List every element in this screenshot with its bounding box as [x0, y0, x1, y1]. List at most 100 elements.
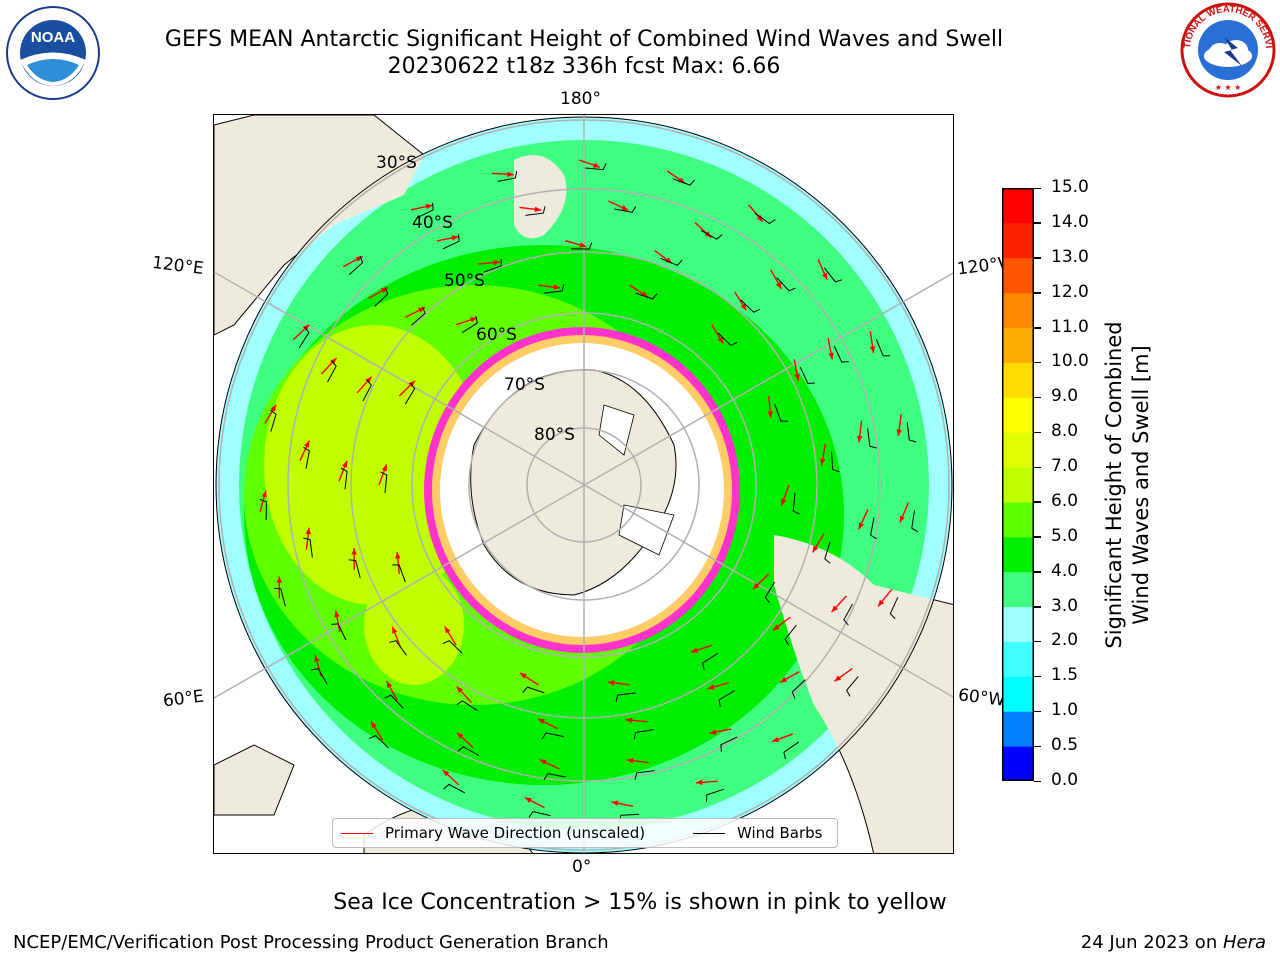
wave-arrow-head [314, 655, 320, 663]
wind-barb [298, 326, 310, 348]
wave-arrow-head [534, 206, 542, 212]
wave-arrow-head [330, 357, 337, 365]
wind-barb [843, 603, 853, 626]
colorbar-band [1002, 746, 1034, 781]
wind-barb [384, 694, 404, 709]
wave-arrow-head [625, 717, 633, 723]
title-line-2: 20230622 t18z 336h fcst Max: 6.66 [387, 54, 781, 79]
colorbar-band [1002, 536, 1034, 573]
lat-label-50s: 50°S [444, 271, 485, 291]
wind-barb [705, 788, 724, 802]
colorbar-tick-mark [1034, 606, 1041, 608]
footer-machine: Hera [1222, 932, 1266, 953]
footer-date: 24 Jun 2023 on Hera [1081, 932, 1266, 953]
wind-barb [672, 178, 695, 186]
wave-arrow-head [444, 626, 451, 634]
wind-barb [273, 587, 286, 607]
colorbar-band [1002, 711, 1034, 747]
wave-arrow-head [834, 675, 842, 682]
wind-barb [635, 292, 658, 300]
wind-barb [442, 234, 460, 250]
colorbar-band [1002, 606, 1034, 642]
colorbar-title: Significant Height of Combined Wind Wave… [1101, 321, 1155, 648]
wave-arrow-head [709, 729, 717, 735]
colorbar-tick-mark [1034, 675, 1041, 678]
lon-label-120e: 120°E [150, 252, 205, 280]
wind-barb [348, 559, 361, 579]
wave-arrow-head [270, 404, 277, 412]
wave-arrow-head [690, 647, 698, 653]
wind-barb [442, 640, 463, 654]
svg-text:★ ★ ★: ★ ★ ★ [1215, 83, 1242, 92]
colorbar-tick-mark [1034, 640, 1041, 643]
footer-branch: NCEP/EMC/Verification Post Processing Pr… [13, 932, 609, 953]
colorbar-tick-mark [1034, 327, 1041, 329]
colorbar-tick-mark [1034, 222, 1041, 224]
wave-arrow-head [553, 284, 561, 290]
wind-barb [389, 640, 407, 656]
footer-date-text: 24 Jun 2023 on [1080, 932, 1223, 953]
wind-barb [889, 597, 899, 620]
legend-wind-barbs: Wind Barbs [693, 824, 822, 842]
wind-barb [906, 422, 917, 443]
noaa-logo-text: NOAA [31, 29, 75, 46]
lon-label-60w: 60°W [956, 685, 1006, 711]
legend-primary-wave: Primary Wave Direction (unscaled) [341, 824, 645, 842]
wind-barb [700, 230, 723, 240]
wind-barb [774, 403, 788, 422]
colorbar-tick-label: 1.5 [1051, 665, 1079, 686]
wind-barb [720, 736, 738, 752]
colorbar-tick-label: 7.0 [1051, 456, 1079, 477]
wave-arrow-head [794, 373, 800, 381]
wave-arrow-head [395, 552, 401, 559]
wave-arrow-head [878, 599, 885, 607]
colorbar-tick-label: 6.0 [1051, 490, 1079, 511]
wave-arrow-head [626, 758, 634, 764]
wind-barb [776, 277, 796, 292]
wave-arrow-head [820, 458, 826, 466]
wind-barb [633, 729, 654, 740]
wave-arrow-head [304, 440, 310, 448]
wave-arrow-head [334, 610, 340, 618]
ross-ice-shelf [598, 404, 635, 456]
wind-barb [457, 746, 480, 756]
wave-arrow-head [857, 435, 863, 443]
colorbar-tick-label: 14.0 [1051, 211, 1089, 232]
colorbar-tick-label: 2.0 [1051, 630, 1079, 651]
wind-barb [259, 498, 267, 520]
graticule [214, 115, 953, 853]
wind-barb [541, 732, 564, 740]
wave-arrow-head [772, 624, 780, 631]
colorbar-tick-mark [1034, 501, 1041, 503]
colorbar-tick-label: 12.0 [1051, 281, 1089, 302]
wind-barb [585, 163, 607, 171]
wind-barb [634, 770, 655, 780]
wind-barb [528, 811, 551, 818]
wave-arrow-head [812, 545, 819, 553]
wind-barb [660, 257, 683, 266]
colorbar-band [1002, 292, 1034, 329]
colorbar-tick-label: 0.0 [1051, 770, 1079, 790]
colorbar [1002, 188, 1034, 781]
wave-arrow-head [456, 686, 463, 694]
legend-wave-swatch [341, 833, 373, 834]
wave-arrow-head [621, 205, 629, 211]
wind-barb [404, 382, 416, 405]
wind-barb [369, 734, 389, 749]
wind-barb [823, 267, 843, 283]
ronne-ice-shelf [618, 504, 675, 556]
wind-barb [411, 306, 426, 326]
wind-barb [331, 623, 347, 641]
wind-barb [764, 581, 776, 604]
wave-arrow-head [593, 162, 601, 168]
wind-barb [525, 206, 546, 216]
wave-arrow-head [392, 626, 398, 634]
wave-arrow-head [524, 797, 532, 803]
wind-barb [311, 668, 328, 685]
colorbar-band [1002, 501, 1034, 538]
wind-barb [783, 741, 800, 760]
wave-arrow-head [869, 346, 876, 354]
wind-barb [754, 212, 776, 225]
colorbar-band [1002, 362, 1034, 398]
wave-arrow-head [425, 203, 433, 210]
